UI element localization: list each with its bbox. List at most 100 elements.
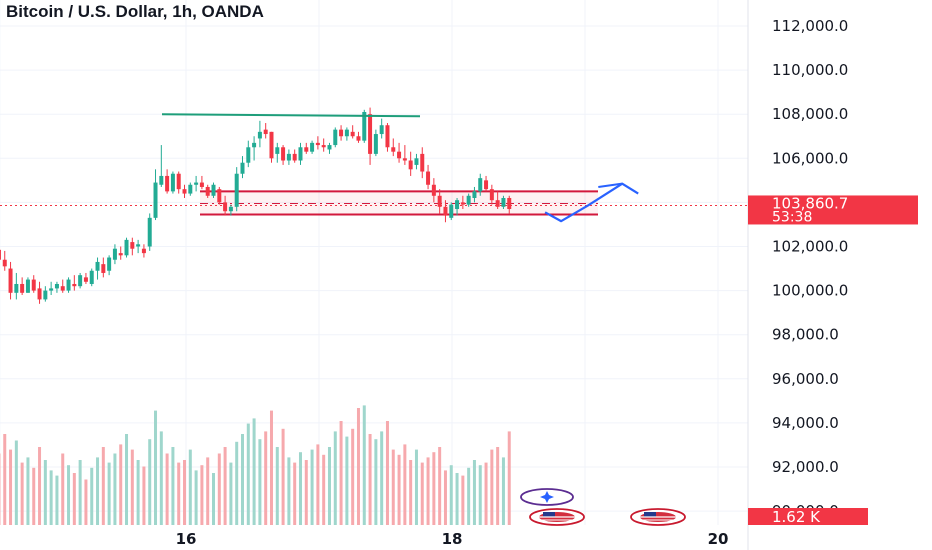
- candle-body: [228, 206, 233, 212]
- volume-bar: [496, 447, 500, 525]
- volume-bar: [269, 410, 273, 525]
- volume-bar: [26, 457, 30, 525]
- candle-body: [414, 158, 419, 165]
- volume-bar: [38, 447, 42, 525]
- candle-body: [112, 248, 117, 260]
- time-axis[interactable]: 16 18 20: [176, 530, 729, 548]
- price-tick-label: 92,000.0: [772, 458, 839, 476]
- candle-body: [269, 131, 274, 159]
- volume-bar: [455, 473, 459, 525]
- volume-bar: [49, 470, 53, 525]
- volume-bar: [240, 434, 244, 525]
- countdown-value: 53:38: [772, 209, 812, 225]
- candle-body: [460, 202, 465, 205]
- candle-body: [95, 261, 100, 271]
- event-star-icon[interactable]: [520, 488, 574, 506]
- volume-bar: [362, 405, 366, 525]
- candle-body: [0, 249, 1, 260]
- candle-body: [327, 145, 332, 150]
- volume-bar: [165, 453, 169, 525]
- volume-bar: [275, 447, 279, 525]
- volume-bar: [490, 449, 494, 525]
- volume-bar: [438, 447, 442, 525]
- volume-bar: [200, 465, 204, 525]
- candle-body: [176, 173, 181, 190]
- volume-bar: [426, 457, 430, 525]
- us-flag-icon[interactable]: [630, 508, 686, 526]
- support-zone[interactable]: [0, 190, 748, 216]
- candle-body: [182, 189, 187, 194]
- candle-body: [501, 197, 506, 207]
- candle-body: [356, 136, 361, 141]
- candle-body: [89, 270, 94, 284]
- candles: [0, 107, 512, 304]
- volume-bar: [409, 460, 413, 525]
- candle-body: [211, 184, 216, 196]
- volume-bar: [478, 465, 482, 525]
- axis-labels: 103,860.753:38 1.62 K: [748, 194, 918, 526]
- volume-bar: [484, 462, 488, 525]
- grid: [0, 0, 749, 550]
- volume-bar: [154, 410, 158, 525]
- last-price-value: 103,860.7: [772, 194, 848, 212]
- volume-badge: [748, 508, 868, 525]
- resistance-line: [161, 113, 421, 118]
- volume-bar: [356, 408, 360, 525]
- volume-bar: [322, 454, 326, 525]
- volume-bar: [397, 454, 401, 525]
- candle-body: [234, 173, 239, 207]
- volume-bar: [246, 423, 250, 525]
- candle-body: [344, 129, 349, 137]
- candle-body: [223, 202, 228, 212]
- volume-bar: [287, 457, 291, 525]
- volume-bar: [235, 441, 239, 525]
- volume-bar: [501, 457, 505, 525]
- candle-body: [385, 125, 390, 148]
- candle-body: [310, 142, 315, 152]
- volume-bar: [281, 428, 285, 525]
- volume-bar: [3, 434, 7, 525]
- candle-body: [60, 286, 65, 291]
- candle-body: [14, 283, 19, 293]
- candle-body: [136, 244, 141, 247]
- candle-body: [304, 147, 309, 152]
- volume-bar: [472, 460, 476, 525]
- candle-body: [408, 160, 413, 170]
- volume-bar: [142, 466, 146, 525]
- volume-bar: [20, 462, 24, 525]
- volume-bar: [467, 467, 471, 525]
- price-tick-label: 96,000.0: [772, 370, 839, 388]
- candle-body: [124, 239, 129, 256]
- price-axis[interactable]: 112,000.0110,000.0108,000.0106,000.0104,…: [772, 17, 848, 520]
- candle-body: [159, 175, 164, 185]
- volume-bar: [443, 470, 447, 525]
- volume-bar: [264, 431, 268, 525]
- candle-body: [257, 131, 262, 139]
- candle-body: [170, 173, 175, 192]
- candle-body: [217, 189, 222, 203]
- candle-body: [194, 182, 199, 185]
- candle-body: [240, 162, 245, 174]
- volume-bar: [507, 431, 511, 525]
- price-tick-label: 108,000.0: [772, 105, 848, 123]
- candle-body: [2, 259, 7, 267]
- drawings[interactable]: [161, 113, 686, 526]
- candle-body: [362, 111, 367, 141]
- volume-bar: [55, 475, 59, 525]
- candle-body: [252, 142, 257, 148]
- candle-body: [379, 125, 384, 135]
- candle-body: [20, 283, 25, 293]
- volume-bar: [113, 453, 117, 525]
- candle-body: [281, 147, 286, 161]
- candle-body: [420, 153, 425, 172]
- candle-body: [292, 153, 297, 161]
- price-tick-label: 106,000.0: [772, 149, 848, 167]
- price-tick-label: 100,000.0: [772, 282, 848, 300]
- volume-bar: [148, 439, 152, 525]
- us-flag-icon[interactable]: [529, 508, 585, 526]
- volume-bar: [107, 462, 111, 525]
- candle-body: [66, 279, 71, 291]
- volume-bar: [310, 449, 314, 525]
- volume-bar: [380, 431, 384, 525]
